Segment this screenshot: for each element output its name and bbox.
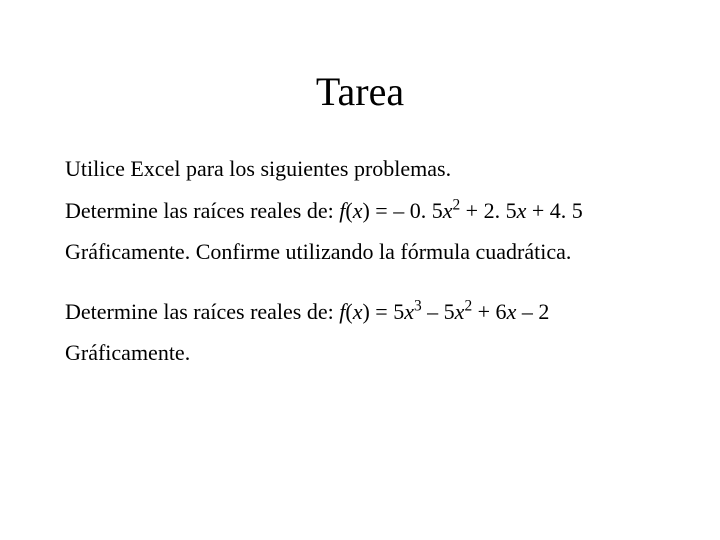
slide-body: Utilice Excel para los siguientes proble… — [65, 155, 665, 381]
p2-mid2: + 6 — [472, 299, 506, 324]
p2-prompt: Determine las raíces reales de: — [65, 299, 339, 324]
p2-tail: – 2 — [516, 299, 549, 324]
p2-note: Gráficamente. — [65, 339, 665, 367]
p1-prompt: Determine las raíces reales de: — [65, 198, 339, 223]
p1-eq: ) = – 0. 5 — [362, 198, 442, 223]
p1-note: Gráficamente. Confirme utilizando la fór… — [65, 238, 665, 266]
p2-mid1: – 5 — [422, 299, 455, 324]
intro-line: Utilice Excel para los siguientes proble… — [65, 155, 665, 183]
p1-x1: x — [517, 198, 527, 223]
problem-2: Determine las raíces reales de: f(x) = 5… — [65, 298, 665, 326]
p1-x-arg: x — [353, 198, 363, 223]
p1-x2: x — [443, 198, 453, 223]
p2-x3: x — [404, 299, 414, 324]
p2-eq: ) = 5 — [362, 299, 404, 324]
p2-open: ( — [345, 299, 352, 324]
p1-tail: + 4. 5 — [526, 198, 582, 223]
problem-1: Determine las raíces reales de: f(x) = –… — [65, 197, 665, 225]
p2-exp2: 2 — [464, 297, 472, 314]
p1-open: ( — [345, 198, 352, 223]
p1-mid: + 2. 5 — [460, 198, 516, 223]
p2-x-arg: x — [353, 299, 363, 324]
p2-x1: x — [507, 299, 517, 324]
slide-title: Tarea — [0, 68, 720, 115]
p2-x2: x — [455, 299, 465, 324]
p2-exp3: 3 — [414, 297, 422, 314]
slide: Tarea Utilice Excel para los siguientes … — [0, 0, 720, 540]
